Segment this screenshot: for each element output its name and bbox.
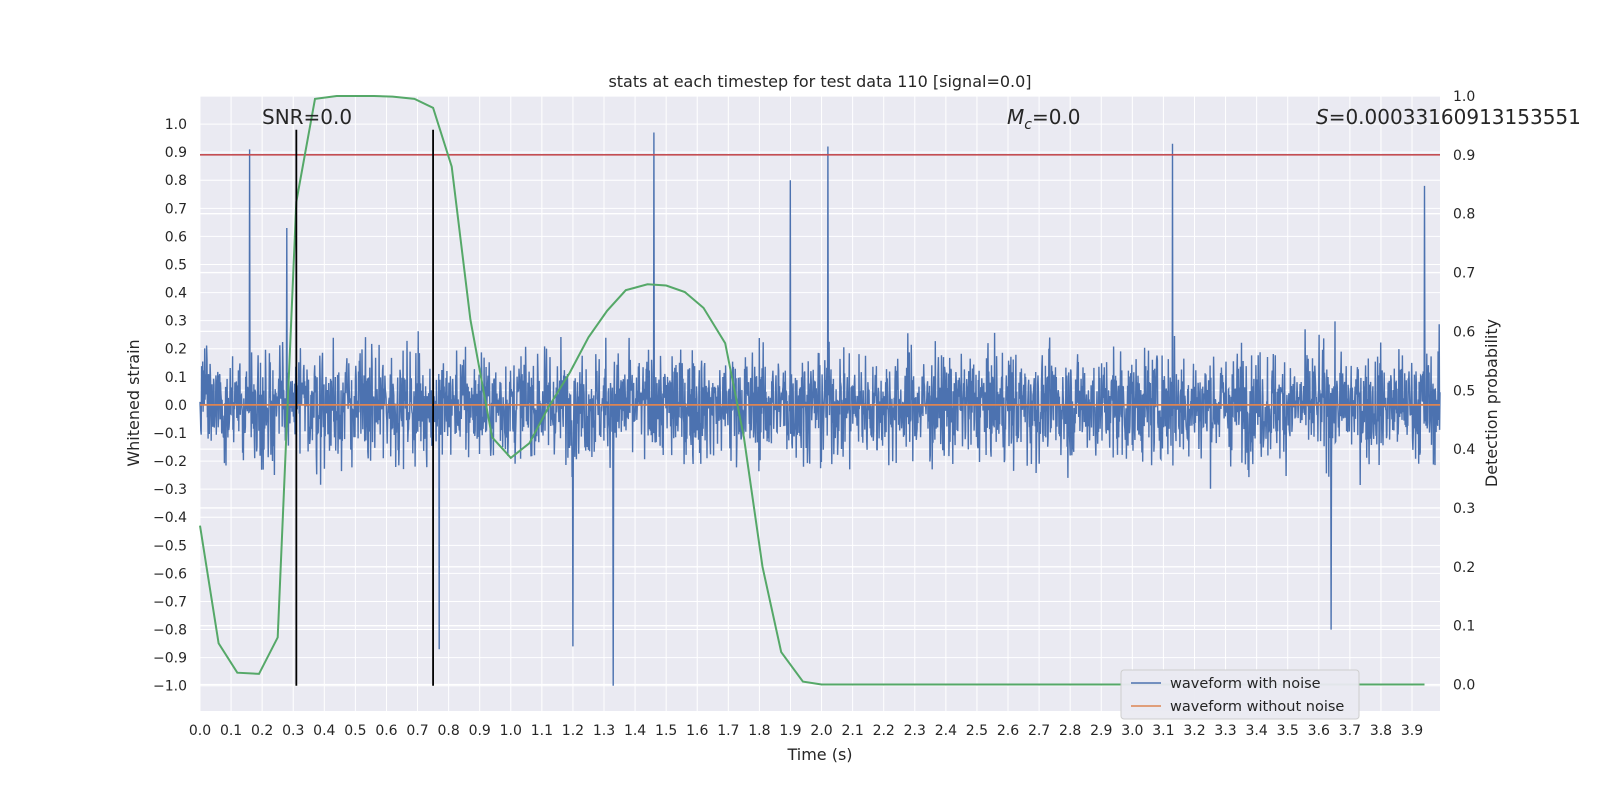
x-tick-label: 0.1 [220,723,242,739]
x-tick-label: 2.0 [810,723,832,739]
x-tick-label: 0.8 [437,723,459,739]
x-tick-label: 3.3 [1214,723,1236,739]
y-tick-label: 0.7 [165,201,187,217]
x-tick-label: 1.1 [531,723,553,739]
x-tick-label: 3.6 [1308,723,1330,739]
snr-annotation: SNR=0.0 [262,105,352,129]
y-tick-label: 0.6 [165,229,187,245]
y-tick-label: 0.8 [165,173,187,189]
y-tick-label: −0.3 [153,482,187,498]
x-tick-label: 2.4 [935,723,957,739]
y2-tick-label: 0.0 [1453,678,1475,694]
y2-tick-label: 0.3 [1453,501,1475,517]
x-tick-label: 1.6 [686,723,708,739]
x-tick-label: 0.5 [344,723,366,739]
x-tick-label: 1.7 [717,723,739,739]
x-tick-label: 3.2 [1183,723,1205,739]
x-tick-label: 3.7 [1339,723,1361,739]
series-waveform-with-noise [199,132,1441,686]
y2-tick-label: 0.4 [1453,442,1475,458]
mc-symbol: M [1007,105,1024,129]
y2-tick-label: 0.5 [1453,383,1475,399]
y-gridlines [200,123,1440,687]
x-tick-label: 2.2 [873,723,895,739]
y-tick-label: 0.3 [165,314,187,330]
y2-tick-label: 0.1 [1453,619,1475,635]
x-tick-label: 2.7 [1028,723,1050,739]
y-tick-label: 0.5 [165,257,187,273]
legend-label-waveform-without-noise: waveform without noise [1170,699,1344,715]
y-tick-label: 0.1 [165,370,187,386]
x-tick-label: 0.7 [406,723,428,739]
x-tick-label: 0.3 [282,723,304,739]
y-tick-label: −0.5 [153,538,187,554]
x-tick-label: 0.4 [313,723,335,739]
x-tick-label: 3.5 [1277,723,1299,739]
x-tick-label: 1.3 [593,723,615,739]
y-tick-label: −0.7 [153,594,187,610]
x-tick-label: 3.9 [1401,723,1423,739]
mc-annotation: Mc=0.0 [1007,105,1081,133]
x-tick-label: 1.5 [655,723,677,739]
legend-box [1120,669,1360,720]
x-tick-label: 2.5 [966,723,988,739]
y-tick-label: −0.2 [153,454,187,470]
y2-tick-label: 0.6 [1453,324,1475,340]
y-tick-label: −0.1 [153,426,187,442]
legend: waveform with noise waveform without noi… [1120,669,1360,720]
detection-probability-line [199,95,1425,686]
y-tick-label: 0.0 [165,398,187,414]
x-tick-label: 2.8 [1059,723,1081,739]
y2-tick-label: 0.8 [1453,207,1475,223]
y-tick-label: 0.2 [165,342,187,358]
vertical-markers [295,129,434,686]
x-tick-labels: 0.0 0.1 0.2 0.3 0.4 0.5 0.6 0.7 0.8 0.9 1.0 1.1 1.2 1… [189,723,1423,739]
y-tick-label: −0.8 [153,623,187,639]
x-tick-label: 3.0 [1121,723,1143,739]
legend-label-waveform-with-noise: waveform with noise [1170,676,1321,692]
y2-tick-label: 0.9 [1453,148,1475,164]
y-tick-label: 1.0 [165,117,187,133]
x-tick-label: 1.9 [779,723,801,739]
y2-tick-label: 0.2 [1453,560,1475,576]
s-annotation: S=0.00033160913153551 [1316,105,1581,129]
x-tick-label: 2.6 [997,723,1019,739]
x-tick-label: 1.8 [748,723,770,739]
x-tick-label: 1.2 [562,723,584,739]
y2-tick-label: 1.0 [1453,89,1475,105]
s-value: =0.00033160913153551 [1329,105,1581,129]
x-tick-label: 0.9 [469,723,491,739]
x-tick-label: 1.0 [500,723,522,739]
y2-tick-labels: 1.0 0.9 0.8 0.7 0.6 0.5 0.4 0.3 0.2 0.1 0.0 [1453,89,1475,694]
y-tick-labels: 1.0 0.9 0.8 0.7 0.6 0.5 0.4 0.3 0.2 0.1 0.0 −0.1 −0.… [153,117,187,695]
y-tick-label: −0.9 [153,651,187,667]
x-axis-label: Time (s) [786,745,852,764]
y-tick-label: 0.4 [165,286,187,302]
x-tick-label: 2.1 [841,723,863,739]
x-tick-label: 1.4 [624,723,646,739]
x-tick-label: 2.9 [1090,723,1112,739]
y2-tick-label: 0.7 [1453,266,1475,282]
x-tick-label: 3.8 [1370,723,1392,739]
y-tick-label: 0.9 [165,145,187,161]
y-tick-label: −0.6 [153,566,187,582]
x-tick-label: 0.0 [189,723,211,739]
x-tick-label: 3.1 [1152,723,1174,739]
s-symbol: S [1316,105,1329,129]
y-axis-label: Whitened strain [124,339,143,466]
y-tick-label: −0.4 [153,510,187,526]
series-detection-probability [199,95,1425,686]
x-tick-label: 0.2 [251,723,273,739]
x-tick-label: 3.4 [1246,723,1268,739]
y2-axis-label: Detection probability [1482,319,1501,487]
mc-subscript: c [1024,117,1032,133]
waveform-with-noise-line [199,132,1441,686]
y-tick-label: −1.0 [153,679,187,695]
x-tick-label: 2.3 [904,723,926,739]
x-tick-label: 0.6 [375,723,397,739]
mc-value: =0.0 [1032,105,1081,129]
chart-title: stats at each timestep for test data 110… [608,72,1031,91]
